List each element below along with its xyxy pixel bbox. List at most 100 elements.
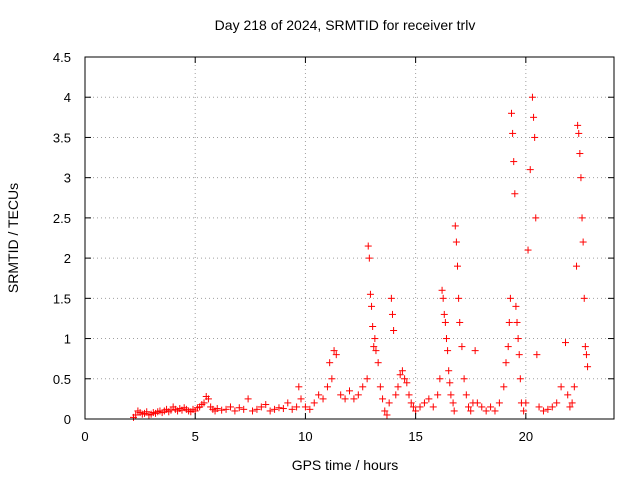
data-point [396, 371, 404, 379]
data-point [266, 407, 274, 415]
data-point [514, 335, 522, 343]
data-point [368, 302, 376, 310]
data-point [306, 405, 314, 413]
data-point [249, 407, 257, 415]
data-point [132, 411, 140, 419]
data-point [409, 403, 417, 411]
data-point [244, 395, 252, 403]
data-point [301, 403, 309, 411]
chart-title: Day 218 of 2024, SRMTID for receiver trl… [215, 17, 476, 33]
data-point [330, 347, 338, 355]
data-point [328, 375, 336, 383]
data-point [581, 343, 589, 351]
data-point [500, 383, 508, 391]
data-point [460, 375, 468, 383]
data-point [365, 254, 373, 262]
data-point [451, 222, 459, 230]
data-point [491, 407, 499, 415]
data-point [564, 391, 572, 399]
y-tick-label: 2.5 [53, 211, 71, 226]
x-tick-label: 5 [192, 429, 199, 444]
axis-ticks: 0 0.5 1 1.5 2 2.5 3 3.5 4 4.5 0 5 10 15 20 [53, 50, 614, 444]
data-point [520, 407, 528, 415]
data-point [449, 399, 457, 407]
data-point [504, 343, 512, 351]
data-point [271, 405, 279, 413]
data-point [456, 318, 464, 326]
data-point [275, 404, 283, 412]
data-point [323, 383, 331, 391]
data-point [557, 383, 565, 391]
data-point [577, 174, 585, 182]
data-point [584, 363, 592, 371]
grid-lines [85, 57, 614, 419]
data-point [465, 403, 473, 411]
data-point [284, 399, 292, 407]
data-point [553, 399, 561, 407]
data-point [528, 93, 536, 101]
data-point [222, 405, 230, 413]
data-point [310, 399, 318, 407]
data-point [420, 399, 428, 407]
data-point [240, 405, 248, 413]
data-point [401, 375, 409, 383]
data-point [354, 391, 362, 399]
data-point [288, 405, 296, 413]
data-point [416, 403, 424, 411]
y-tick-label: 1 [64, 332, 71, 347]
data-point [562, 339, 570, 347]
data-point [315, 391, 323, 399]
data-point [440, 310, 448, 318]
data-point [515, 351, 523, 359]
data-point [297, 395, 305, 403]
y-tick-label: 3 [64, 171, 71, 186]
plot-frame [84, 56, 615, 420]
data-point [446, 379, 454, 387]
data-point [398, 367, 406, 375]
x-tick-label: 0 [81, 429, 88, 444]
data-point [532, 214, 540, 222]
data-point [513, 318, 521, 326]
data-point [487, 403, 495, 411]
data-point [510, 158, 518, 166]
y-tick-label: 2 [64, 251, 71, 266]
data-point [473, 399, 481, 407]
data-point [439, 294, 447, 302]
data-point [387, 294, 395, 302]
data-point [531, 133, 539, 141]
y-tick-label: 0.5 [53, 372, 71, 387]
data-point [454, 262, 462, 270]
data-point [578, 214, 586, 222]
data-point [482, 407, 490, 415]
data-point [441, 318, 449, 326]
data-point [530, 113, 538, 121]
data-point [332, 351, 340, 359]
data-point [445, 367, 453, 375]
data-point [471, 347, 479, 355]
data-point [511, 190, 519, 198]
data-point [388, 310, 396, 318]
data-point [372, 347, 380, 355]
data-point [363, 375, 371, 383]
data-point [407, 399, 415, 407]
data-point [200, 399, 208, 407]
data-point [376, 383, 384, 391]
data-point [253, 405, 261, 413]
data-point [403, 379, 411, 387]
data-point [512, 302, 520, 310]
data-point [526, 166, 534, 174]
data-point [218, 406, 226, 414]
data-point [544, 405, 552, 413]
y-tick-label: 3.5 [53, 130, 71, 145]
y-tick-label: 1.5 [53, 291, 71, 306]
data-point [524, 246, 532, 254]
data-point [341, 395, 349, 403]
data-point [262, 401, 270, 409]
data-series [129, 93, 592, 421]
data-point [359, 383, 367, 391]
data-point [447, 391, 455, 399]
data-point [374, 359, 382, 367]
data-point [390, 327, 398, 335]
data-point [293, 403, 301, 411]
